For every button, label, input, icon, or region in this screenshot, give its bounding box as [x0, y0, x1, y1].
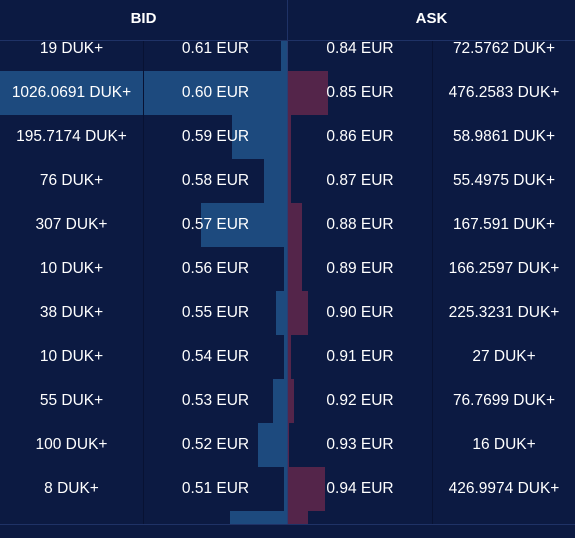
bid-depth-bar	[200, 203, 287, 247]
order-row[interactable]	[0, 511, 575, 524]
ask-amount: 55.4975 DUK+	[452, 172, 556, 189]
bid-depth-bar	[232, 115, 287, 159]
ask-price: 0.92 EUR	[326, 392, 394, 409]
order-book-header: BID ASK	[0, 0, 575, 41]
order-row[interactable]: 55 DUK+ 0.53 EUR 0.92 EUR 76.7699 DUK+	[0, 379, 575, 423]
ask-depth-bar	[288, 247, 303, 291]
bid-amount: 10 DUK+	[39, 348, 104, 365]
ask-price: 0.88 EUR	[326, 216, 394, 233]
ask-amount: 58.9861 DUK+	[452, 128, 556, 145]
ask-amount: 27 DUK+	[472, 348, 536, 365]
spread-divider	[287, 41, 288, 524]
bid-price: 0.61 EUR	[181, 41, 250, 57]
ask-price: 0.87 EUR	[326, 172, 394, 189]
bid-amount: 55 DUK+	[39, 392, 104, 409]
order-row[interactable]: 10 DUK+ 0.56 EUR 0.89 EUR 166.2597 DUK+	[0, 247, 575, 291]
ask-price: 0.93 EUR	[326, 436, 394, 453]
order-row[interactable]: 307 DUK+ 0.57 EUR 0.88 EUR 167.591 DUK+	[0, 203, 575, 247]
ask-amount: 166.2597 DUK+	[448, 260, 560, 277]
ask-price: 0.91 EUR	[326, 348, 394, 365]
ask-price: 0.90 EUR	[326, 304, 394, 321]
ask-amount: 167.591 DUK+	[452, 216, 556, 233]
order-row[interactable]: 10 DUK+ 0.54 EUR 0.91 EUR 27 DUK+	[0, 335, 575, 379]
ask-column-title[interactable]: ASK	[415, 10, 448, 27]
order-row[interactable]: 76 DUK+ 0.58 EUR 0.87 EUR 55.4975 DUK+	[0, 159, 575, 203]
bid-depth-bar	[284, 335, 287, 379]
ask-amount: 72.5762 DUK+	[452, 41, 556, 57]
order-row[interactable]: 195.7174 DUK+ 0.59 EUR 0.86 EUR 58.9861 DUK…	[0, 115, 575, 159]
order-book[interactable]: 19 DUK+ 0.61 EUR 0.84 EUR 72.5762 DUK+ 1026.…	[0, 41, 575, 524]
bid-depth-bar	[272, 379, 287, 423]
header-divider	[287, 0, 288, 40]
bid-depth-bar	[284, 247, 287, 291]
bid-depth-bar	[229, 511, 287, 524]
bid-price: 0.54 EUR	[181, 348, 250, 365]
bid-price: 0.58 EUR	[181, 172, 250, 189]
ask-depth-bar	[288, 467, 326, 511]
ask-depth-bar	[288, 335, 291, 379]
bid-amount: 19 DUK+	[39, 41, 104, 57]
ask-price: 0.84 EUR	[326, 41, 394, 57]
ask-amount: 476.2583 DUK+	[448, 84, 560, 101]
ask-price: 0.85 EUR	[326, 84, 394, 101]
bid-depth-bar	[284, 467, 287, 511]
ask-depth-bar	[288, 71, 329, 115]
bid-price: 0.56 EUR	[181, 260, 250, 277]
bid-amount: 76 DUK+	[39, 172, 104, 189]
ask-depth-bar	[288, 203, 303, 247]
order-row[interactable]: 19 DUK+ 0.61 EUR 0.84 EUR 72.5762 DUK+	[0, 41, 575, 71]
ask-amount: 225.3231 DUK+	[448, 304, 560, 321]
order-book-footer	[0, 524, 575, 538]
order-row[interactable]: 8 DUK+ 0.51 EUR 0.94 EUR 426.9974 DUK+	[0, 467, 575, 511]
bid-amount: 1026.0691 DUK+	[11, 84, 132, 101]
ask-price: 0.89 EUR	[326, 260, 394, 277]
ask-amount: 76.7699 DUK+	[452, 392, 556, 409]
order-row[interactable]: 38 DUK+ 0.55 EUR 0.90 EUR 225.3231 DUK+	[0, 291, 575, 335]
ask-depth-bar	[288, 115, 291, 159]
bid-depth-bar	[258, 423, 287, 467]
ask-amount: 16 DUK+	[472, 436, 536, 453]
ask-amount	[433, 511, 575, 524]
order-book-rows: 19 DUK+ 0.61 EUR 0.84 EUR 72.5762 DUK+ 1026.…	[0, 41, 575, 524]
bid-price: 0.60 EUR	[181, 84, 250, 101]
bid-depth-bar	[281, 41, 287, 71]
ask-depth-bar	[288, 511, 309, 524]
bid-amount: 195.7174 DUK+	[16, 128, 127, 145]
ask-depth-bar	[288, 423, 290, 467]
bid-column-divider	[143, 41, 144, 524]
ask-column-divider	[432, 41, 433, 524]
ask-price: 0.86 EUR	[326, 128, 394, 145]
order-row[interactable]: 100 DUK+ 0.52 EUR 0.93 EUR 16 DUK+	[0, 423, 575, 467]
bid-column-title[interactable]: BID	[130, 10, 157, 27]
bid-amount: 8 DUK+	[44, 480, 99, 497]
bid-amount	[0, 511, 143, 524]
ask-depth-bar	[288, 159, 291, 203]
ask-price: 0.94 EUR	[326, 480, 394, 497]
ask-depth-bar	[288, 379, 294, 423]
bid-price: 0.52 EUR	[181, 436, 250, 453]
ask-amount: 426.9974 DUK+	[448, 480, 560, 497]
bid-price	[144, 511, 287, 524]
bid-amount: 10 DUK+	[39, 260, 104, 277]
bid-price: 0.59 EUR	[181, 128, 250, 145]
ask-depth-bar	[288, 291, 309, 335]
bid-depth-bar	[264, 159, 287, 203]
bid-price: 0.53 EUR	[181, 392, 250, 409]
bid-price: 0.51 EUR	[181, 480, 250, 497]
bid-amount: 38 DUK+	[39, 304, 104, 321]
bid-amount: 100 DUK+	[35, 436, 108, 453]
bid-amount: 307 DUK+	[35, 216, 108, 233]
ask-price	[288, 511, 432, 524]
bid-price: 0.57 EUR	[181, 216, 250, 233]
bid-depth-bar	[275, 291, 287, 335]
bid-price: 0.55 EUR	[181, 304, 250, 321]
